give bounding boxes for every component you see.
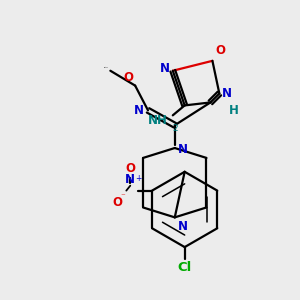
Text: N: N — [178, 220, 188, 233]
Text: O: O — [215, 44, 225, 57]
Text: Cl: Cl — [178, 261, 192, 274]
Text: O: O — [112, 196, 122, 208]
Text: methyl: methyl — [103, 67, 108, 68]
Text: N: N — [178, 143, 188, 156]
Text: H: H — [229, 104, 239, 117]
Text: N: N — [125, 173, 135, 186]
Text: O: O — [123, 70, 133, 84]
Text: N: N — [134, 104, 144, 117]
Text: O: O — [125, 162, 135, 175]
Text: N: N — [160, 62, 170, 75]
Text: N: N — [222, 87, 232, 100]
Text: 2: 2 — [173, 124, 178, 133]
Text: +: + — [135, 174, 142, 183]
Text: ⁻: ⁻ — [121, 193, 125, 202]
Text: NH: NH — [148, 114, 168, 127]
